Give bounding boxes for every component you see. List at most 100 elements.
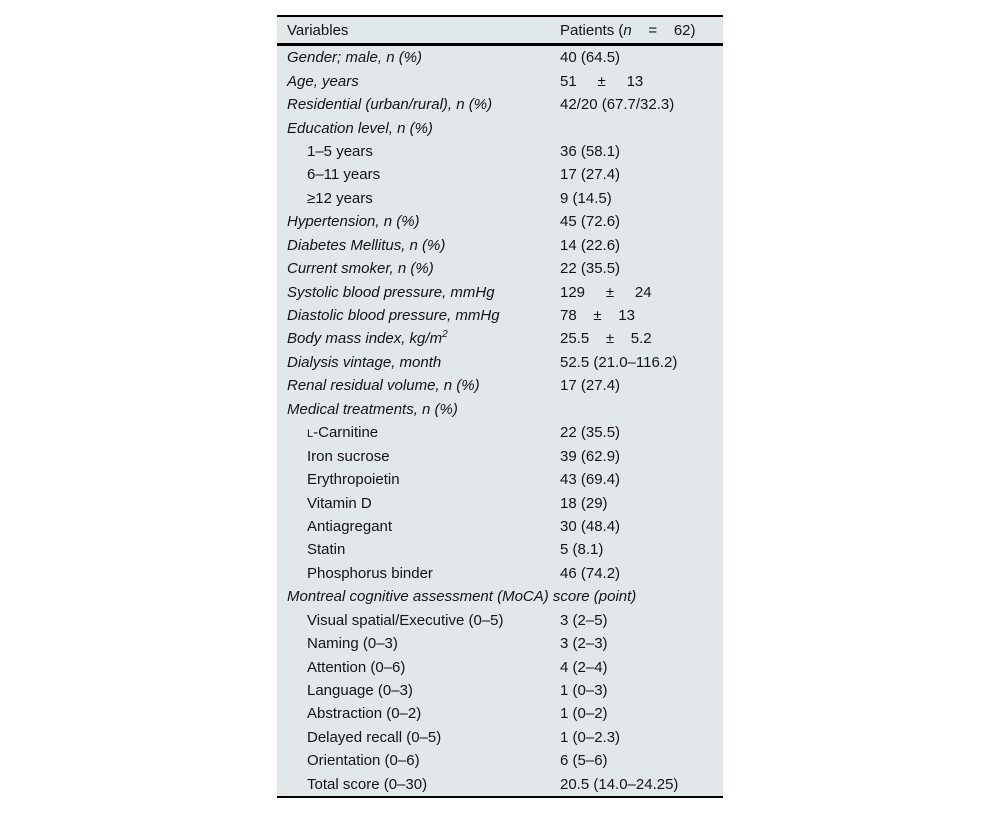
row-label: Delayed recall (0–5) bbox=[307, 728, 442, 746]
row-label: Medical treatments, n (%) bbox=[287, 400, 458, 418]
table-row: Delayed recall (0–5) 1 (0–2.3) bbox=[277, 726, 723, 749]
row-label: Abstraction (0–2) bbox=[307, 705, 422, 723]
row-label: Diastolic blood pressure, mmHg bbox=[287, 307, 500, 325]
patient-characteristics-table: Variables Patients (n = 62) Gender; male… bbox=[277, 15, 723, 798]
table-row: 6–11 years 17 (27.4) bbox=[277, 163, 723, 186]
table-row: Gender; male, n (%) 40 (64.5) bbox=[277, 46, 723, 69]
row-value: 1 (0–2.3) bbox=[560, 728, 621, 746]
row-value: 25.5 ± 5.2 bbox=[560, 330, 652, 348]
table-row: 1–5 years 36 (58.1) bbox=[277, 140, 723, 163]
row-label: Dialysis vintage, month bbox=[287, 353, 442, 371]
row-label: Statin bbox=[307, 541, 346, 559]
row-value: 9 (14.5) bbox=[560, 189, 612, 207]
table-row: L-Carnitine 22 (35.5) bbox=[277, 421, 723, 444]
row-value: 36 (58.1) bbox=[560, 142, 621, 160]
row-label: 1–5 years bbox=[307, 142, 373, 160]
table-row: Residential (urban/rural), n (%) 42/20 (6… bbox=[277, 93, 723, 116]
table-row: Total score (0–30) 20.5 (14.0–24.25) bbox=[277, 773, 723, 796]
row-label: Language (0–3) bbox=[307, 682, 413, 700]
row-value: 42/20 (67.7/32.3) bbox=[560, 96, 675, 114]
table-row: Attention (0–6) 4 (2–4) bbox=[277, 655, 723, 678]
row-label: Antiagregant bbox=[307, 517, 393, 535]
table-row: Hypertension, n (%) 45 (72.6) bbox=[277, 210, 723, 233]
table-header: Variables Patients (n = 62) bbox=[277, 17, 723, 46]
row-value: 51 ± 13 bbox=[560, 72, 644, 90]
row-label: Current smoker, n (%) bbox=[287, 260, 434, 278]
row-value: 78 ± 13 bbox=[560, 307, 635, 325]
row-value: 22 (35.5) bbox=[560, 260, 621, 278]
row-value: 30 (48.4) bbox=[560, 517, 621, 535]
table-row: Vitamin D 18 (29) bbox=[277, 491, 723, 514]
row-value: 18 (29) bbox=[560, 494, 608, 512]
row-label: L-Carnitine bbox=[307, 424, 379, 442]
header-patients-suffix: = 62) bbox=[631, 21, 696, 39]
table-row: Statin 5 (8.1) bbox=[277, 538, 723, 561]
row-value: 6 (5–6) bbox=[560, 752, 608, 770]
row-value: 20.5 (14.0–24.25) bbox=[560, 775, 679, 793]
row-value: 17 (27.4) bbox=[560, 377, 621, 395]
row-label: Vitamin D bbox=[307, 494, 372, 512]
row-value: 129 ± 24 bbox=[560, 283, 652, 301]
row-label: Body mass index, kg/m2 bbox=[287, 329, 448, 348]
table-row: Medical treatments, n (%) bbox=[277, 398, 723, 421]
table-row: Language (0–3) 1 (0–3) bbox=[277, 679, 723, 702]
row-label: Gender; male, n (%) bbox=[287, 49, 423, 67]
row-value: 3 (2–5) bbox=[560, 611, 608, 629]
row-value: 22 (35.5) bbox=[560, 424, 621, 442]
row-value: 1 (0–3) bbox=[560, 682, 608, 700]
header-patients-prefix: Patients ( bbox=[560, 21, 624, 39]
row-label: Attention (0–6) bbox=[307, 658, 406, 676]
row-label: Renal residual volume, n (%) bbox=[287, 377, 480, 395]
row-value: 43 (69.4) bbox=[560, 471, 621, 489]
table-row: Antiagregant 30 (48.4) bbox=[277, 515, 723, 538]
row-label: Montreal cognitive assessment (MoCA) sco… bbox=[287, 588, 637, 606]
row-label: Visual spatial/Executive (0–5) bbox=[307, 611, 504, 629]
header-patients: Patients (n = 62) bbox=[560, 23, 723, 38]
table-row: ≥12 years 9 (14.5) bbox=[277, 187, 723, 210]
table-body: Gender; male, n (%) 40 (64.5) Age, years 51… bbox=[277, 46, 723, 796]
table-row: Systolic blood pressure, mmHg 129 ± 24 bbox=[277, 280, 723, 303]
row-value: 4 (2–4) bbox=[560, 658, 608, 676]
row-label: Naming (0–3) bbox=[307, 635, 398, 653]
row-value: 52.5 (21.0–116.2) bbox=[560, 353, 678, 371]
table-row: Visual spatial/Executive (0–5) 3 (2–5) bbox=[277, 609, 723, 632]
row-label: Education level, n (%) bbox=[287, 119, 433, 137]
row-label: Hypertension, n (%) bbox=[287, 213, 420, 231]
header-variables: Variables bbox=[287, 21, 349, 39]
row-label: Total score (0–30) bbox=[307, 775, 428, 793]
row-label: Systolic blood pressure, mmHg bbox=[287, 283, 495, 301]
table-row: Phosphorus binder 46 (74.2) bbox=[277, 562, 723, 585]
table-row: Renal residual volume, n (%) 17 (27.4) bbox=[277, 374, 723, 397]
header-patients-n: n bbox=[623, 21, 632, 39]
small-cap-prefix: L bbox=[307, 428, 314, 441]
table-row: Age, years 51 ± 13 bbox=[277, 69, 723, 92]
row-label: Phosphorus binder bbox=[307, 564, 433, 582]
row-label: Residential (urban/rural), n (%) bbox=[287, 96, 493, 114]
row-label: ≥12 years bbox=[307, 189, 373, 207]
table-row: Erythropoietin 43 (69.4) bbox=[277, 468, 723, 491]
row-value: 45 (72.6) bbox=[560, 213, 621, 231]
row-value: 40 (64.5) bbox=[560, 49, 621, 67]
table-row: Abstraction (0–2) 1 (0–2) bbox=[277, 702, 723, 725]
table-row: Orientation (0–6) 6 (5–6) bbox=[277, 749, 723, 772]
row-value: 17 (27.4) bbox=[560, 166, 621, 184]
row-label: Erythropoietin bbox=[307, 471, 400, 489]
superscript: 2 bbox=[442, 329, 448, 341]
table-row: Iron sucrose 39 (62.9) bbox=[277, 444, 723, 467]
row-label: Iron sucrose bbox=[307, 447, 390, 465]
table-row: Diabetes Mellitus, n (%) 14 (22.6) bbox=[277, 234, 723, 257]
table-row: Montreal cognitive assessment (MoCA) sco… bbox=[277, 585, 723, 608]
row-value: 5 (8.1) bbox=[560, 541, 604, 559]
row-value: 3 (2–3) bbox=[560, 635, 608, 653]
table-row: Dialysis vintage, month 52.5 (21.0–116.2) bbox=[277, 351, 723, 374]
table-row: Diastolic blood pressure, mmHg 78 ± 13 bbox=[277, 304, 723, 327]
table-row: Body mass index, kg/m2 25.5 ± 5.2 bbox=[277, 327, 723, 350]
row-value: 39 (62.9) bbox=[560, 447, 621, 465]
row-label: Diabetes Mellitus, n (%) bbox=[287, 236, 446, 254]
row-value: 1 (0–2) bbox=[560, 705, 608, 723]
row-label: Orientation (0–6) bbox=[307, 752, 420, 770]
table-row: Current smoker, n (%) 22 (35.5) bbox=[277, 257, 723, 280]
row-label: 6–11 years bbox=[307, 166, 381, 184]
row-value: 46 (74.2) bbox=[560, 564, 621, 582]
table-row: Education level, n (%) bbox=[277, 116, 723, 139]
